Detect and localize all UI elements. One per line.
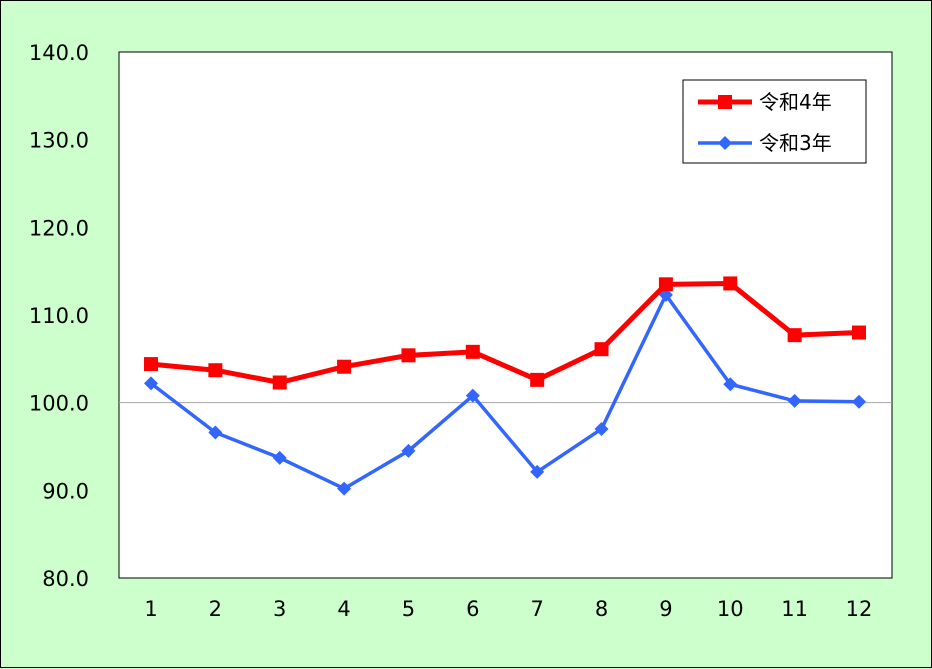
y-tick-label: 120.0: [29, 216, 89, 240]
data-point: [337, 359, 352, 374]
legend-label: 令和3年: [759, 131, 832, 155]
legend-marker: [718, 136, 732, 150]
data-point: [337, 481, 352, 496]
y-tick-label: 90.0: [42, 479, 89, 503]
legend-entry: 令和3年: [698, 131, 832, 155]
data-point: [852, 394, 866, 409]
y-tick-label: 130.0: [29, 129, 89, 153]
legend-label: 令和4年: [759, 90, 832, 114]
series-line: [150, 280, 860, 386]
legend-entry: 令和4年: [698, 90, 832, 114]
data-point: [272, 375, 287, 390]
y-tick-label: 80.0: [42, 567, 89, 591]
series-group: [144, 276, 866, 496]
data-point: [465, 344, 480, 359]
x-tick-label: 1: [144, 597, 157, 621]
series-line: [149, 293, 860, 491]
x-tick-label: 9: [659, 597, 672, 621]
x-tick-label: 6: [466, 597, 479, 621]
y-tick-label: 140.0: [29, 41, 89, 65]
x-tick-label: 5: [402, 597, 415, 621]
y-tick-label: 100.0: [29, 392, 89, 416]
data-point: [208, 425, 223, 440]
y-tick-label: 110.0: [29, 304, 89, 328]
data-point: [144, 357, 158, 372]
x-tick-label: 10: [717, 597, 744, 621]
data-point: [530, 464, 545, 479]
x-tick-label: 7: [530, 597, 543, 621]
series: [144, 287, 866, 496]
x-tick-label: 4: [337, 597, 350, 621]
series: [144, 276, 866, 390]
x-axis-ticks: 1 2 3 4 5 6 7 8 9 10 11 12: [144, 597, 872, 621]
y-axis-ticks: 80.0 90.0 100.0 110.0 120.0 130.0 140.0: [29, 41, 89, 591]
data-point: [658, 277, 673, 292]
data-point: [272, 450, 287, 465]
x-tick-label: 2: [209, 597, 222, 621]
data-point: [723, 377, 738, 392]
data-point: [144, 376, 158, 391]
x-tick-label: 12: [846, 597, 873, 621]
data-point: [787, 328, 802, 343]
data-point: [465, 388, 480, 403]
data-point: [530, 372, 545, 387]
data-point: [594, 342, 609, 357]
x-tick-label: 11: [781, 597, 808, 621]
x-tick-label: 3: [273, 597, 286, 621]
data-point: [787, 393, 802, 408]
data-point: [723, 276, 738, 291]
data-point: [208, 363, 223, 378]
data-point: [401, 348, 416, 363]
data-point: [401, 443, 416, 458]
data-point: [852, 325, 866, 340]
legend-box: [682, 79, 867, 164]
x-tick-label: 8: [595, 597, 608, 621]
legend-marker: [718, 95, 732, 109]
data-point: [594, 421, 609, 436]
